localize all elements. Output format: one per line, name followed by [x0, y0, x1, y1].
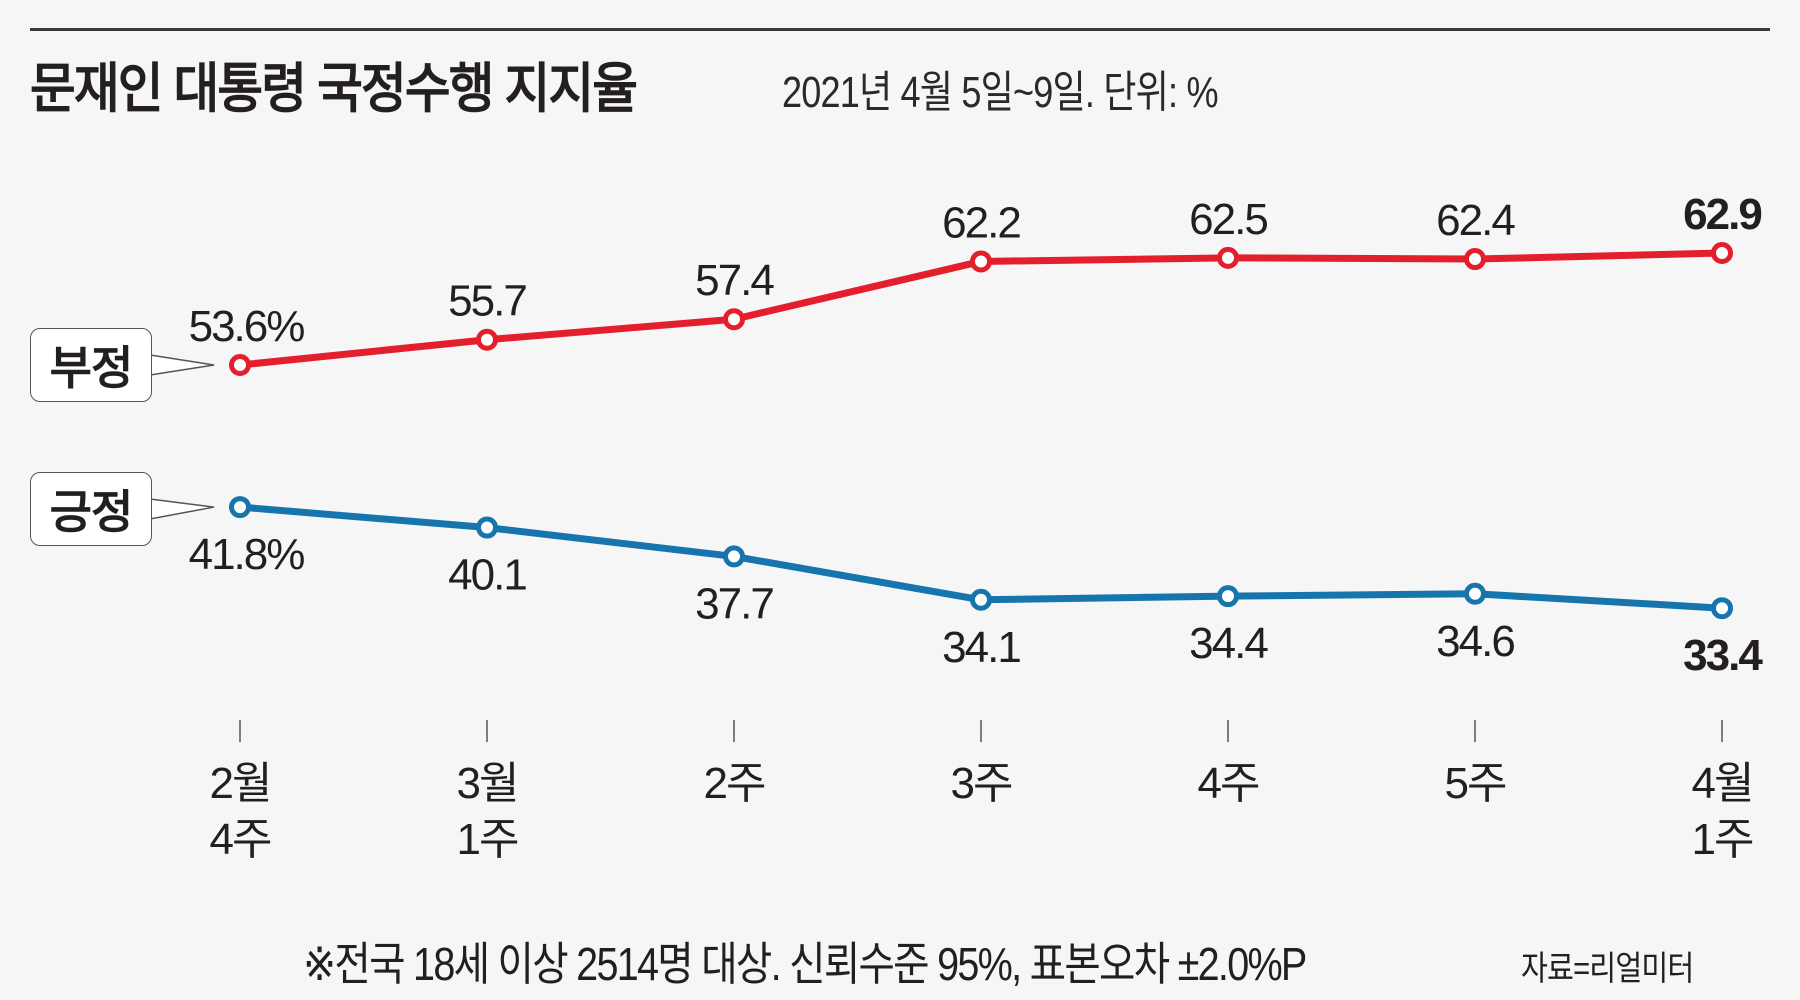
x-tick-label: 3월 — [457, 759, 518, 808]
data-label: 57.4 — [695, 256, 774, 305]
legend-positive-label: 긍정 — [49, 486, 134, 538]
x-axis-tick-labels: 2월 4주 3월 1주 2주 3주 4주 5주 4월 1주 — [210, 759, 1755, 864]
x-axis-ticks — [239, 720, 1723, 742]
top-rule — [30, 28, 1770, 31]
data-point — [476, 516, 498, 539]
data-label: 37.7 — [695, 579, 773, 628]
data-point — [476, 328, 498, 351]
data-point — [723, 545, 745, 568]
data-label: 62.9 — [1683, 190, 1761, 239]
source-credit: 자료=리얼미터 — [1521, 950, 1694, 988]
legend-negative-label: 부정 — [49, 342, 134, 394]
x-tick-label: 1주 — [457, 815, 518, 864]
data-label: 62.4 — [1436, 196, 1515, 245]
data-point — [970, 588, 992, 611]
data-label: 33.4 — [1683, 631, 1763, 680]
x-tick-label: 1주 — [1692, 815, 1753, 864]
legend-positive: 긍정 — [30, 472, 152, 546]
x-tick-label: 4주 — [210, 815, 271, 864]
data-label: 34.4 — [1189, 619, 1268, 668]
data-label: 41.8% — [189, 530, 305, 579]
data-point — [723, 308, 745, 331]
data-point — [1711, 242, 1733, 265]
data-point — [1217, 246, 1239, 269]
x-tick-label: 5주 — [1445, 759, 1506, 808]
x-tick-label: 2주 — [704, 759, 765, 808]
data-label: 53.6% — [189, 302, 305, 351]
callout-pointer — [149, 354, 215, 376]
x-tick-label: 2월 — [210, 759, 271, 808]
data-label: 62.2 — [942, 198, 1020, 247]
data-label: 34.6 — [1436, 617, 1514, 666]
data-label: 55.7 — [448, 277, 526, 326]
chart-title: 문재인 대통령 국정수행 지지율 — [30, 59, 638, 119]
data-point — [1711, 597, 1733, 620]
footnote: ※전국 18세 이상 2514명 대상. 신뢰수준 95%, 표본오차 ±2.0… — [303, 928, 1722, 994]
callout-pointer — [149, 498, 215, 520]
data-label: 34.1 — [942, 623, 1020, 672]
data-point — [1217, 585, 1239, 608]
data-point — [970, 250, 992, 273]
legend-callouts — [149, 354, 215, 520]
series-points — [229, 242, 1733, 620]
header: 문재인 대통령 국정수행 지지율 2021년 4월 5일~9일. 단위: % — [30, 44, 1313, 119]
x-tick-label: 4월 — [1692, 759, 1753, 808]
data-point — [229, 496, 251, 519]
data-labels: 53.6% 55.7 57.4 62.2 62.5 62.4 62.9 41.8% 40.1 37… — [189, 190, 1766, 680]
x-tick-label: 3주 — [951, 759, 1012, 808]
chart-subtitle: 2021년 4월 5일~9일. 단위: % — [782, 68, 1219, 117]
data-label: 40.1 — [448, 551, 526, 600]
data-point — [1464, 248, 1486, 271]
data-point — [1464, 582, 1486, 605]
survey-note: ※전국 18세 이상 2514명 대상. 신뢰수준 95%, 표본오차 ±2.0… — [303, 938, 1307, 990]
data-point — [229, 354, 251, 376]
data-label: 62.5 — [1189, 195, 1267, 244]
legend-negative: 부정 — [30, 328, 152, 402]
x-tick-label: 4주 — [1198, 759, 1259, 808]
